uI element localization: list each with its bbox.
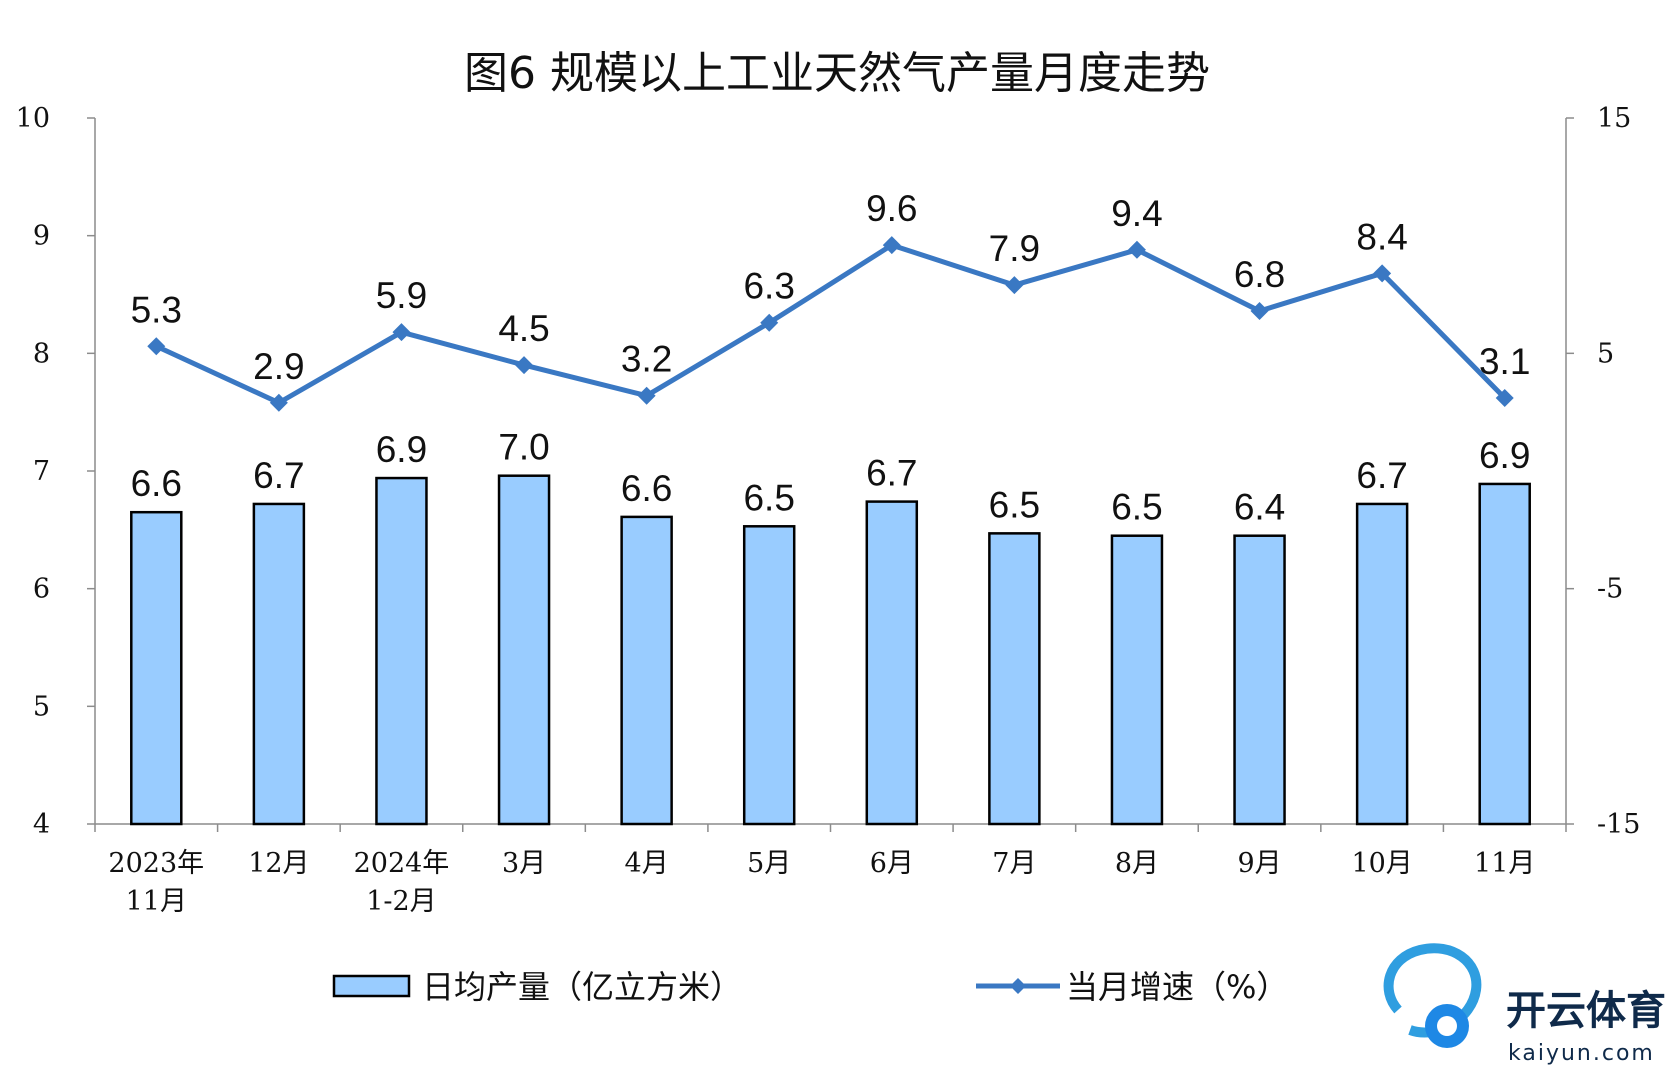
growth-value-label: 9.4 bbox=[1111, 193, 1162, 234]
bar-value-label: 7.0 bbox=[498, 427, 549, 468]
bar-value-label: 6.7 bbox=[1356, 455, 1407, 496]
growth-value-label: 5.9 bbox=[376, 275, 427, 316]
x-tick-label: 6月 bbox=[870, 848, 914, 879]
bar bbox=[252, 502, 306, 826]
x-tick-label: 1-2月 bbox=[366, 886, 436, 917]
bar-value-label: 6.6 bbox=[621, 468, 672, 509]
bar-value-label: 6.4 bbox=[1234, 487, 1285, 528]
bar bbox=[1355, 502, 1409, 826]
x-tick-label: 12月 bbox=[248, 848, 309, 879]
bar bbox=[1110, 534, 1164, 826]
bar bbox=[865, 500, 919, 826]
x-tick-label: 10月 bbox=[1351, 848, 1412, 879]
line-layer bbox=[147, 236, 1514, 412]
growth-point bbox=[147, 337, 166, 356]
axes-layer: 4 5 6 7 8 9 10 -15 -5 5 15 2023年 11月 12月 2024年 1-2月 3月 4月… bbox=[16, 103, 1641, 917]
growth-value-label: 6.8 bbox=[1234, 254, 1285, 295]
growth-point bbox=[392, 323, 411, 342]
growth-value-label: 6.3 bbox=[743, 266, 794, 307]
chart-title: 图6 规模以上工业天然气产量月度走势 bbox=[464, 48, 1210, 99]
watermark: 开云体育 kaiyun.com bbox=[1383, 943, 1666, 1066]
x-tick-label: 7月 bbox=[992, 848, 1036, 879]
legend: 日均产量（亿立方米） 当月增速（%） bbox=[332, 968, 1288, 1006]
growth-value-label: 3.2 bbox=[621, 339, 672, 380]
x-tick-label: 5月 bbox=[747, 848, 791, 879]
bar-value-label: 6.7 bbox=[866, 453, 917, 494]
left-tick-label: 5 bbox=[33, 691, 50, 722]
growth-point bbox=[1127, 240, 1146, 259]
growth-point bbox=[1005, 276, 1024, 295]
bar-value-label: 6.6 bbox=[131, 463, 182, 504]
growth-point bbox=[637, 386, 656, 405]
watermark-site: kaiyun.com bbox=[1508, 1041, 1655, 1066]
right-tick-label: -5 bbox=[1597, 574, 1623, 605]
left-tick-label: 6 bbox=[33, 574, 50, 605]
growth-value-label: 4.5 bbox=[498, 308, 549, 349]
bars-layer bbox=[130, 474, 1531, 826]
bar bbox=[130, 510, 183, 826]
watermark-logo-icon bbox=[1383, 943, 1482, 1048]
bar bbox=[497, 474, 551, 826]
right-tick-label: 15 bbox=[1597, 103, 1631, 134]
bar-value-label: 6.5 bbox=[989, 484, 1040, 525]
growth-value-label: 8.4 bbox=[1356, 216, 1407, 257]
growth-point bbox=[1250, 301, 1269, 320]
x-tick-label: 11月 bbox=[1474, 848, 1535, 879]
growth-point bbox=[882, 236, 901, 255]
legend-line-marker bbox=[1010, 978, 1026, 994]
x-tick-label: 8月 bbox=[1115, 848, 1159, 879]
legend-line-label: 当月增速（%） bbox=[1066, 968, 1288, 1006]
x-tick-label: 2023年 bbox=[108, 848, 204, 879]
growth-point bbox=[269, 393, 288, 412]
left-tick-label: 10 bbox=[16, 103, 50, 134]
right-tick-label: 5 bbox=[1597, 338, 1614, 369]
x-tick-label: 2024年 bbox=[354, 848, 450, 879]
growth-value-label: 7.9 bbox=[989, 228, 1040, 269]
labels-layer: 6.6 6.7 6.9 7.0 6.6 6.5 6.7 6.5 6.5 6.4 6.7 6.9 5.3 2… bbox=[131, 188, 1531, 528]
x-tick-label: 11月 bbox=[126, 886, 187, 917]
growth-value-label: 9.6 bbox=[866, 188, 917, 229]
bar bbox=[742, 525, 796, 826]
growth-point bbox=[515, 356, 534, 375]
bar-value-label: 6.9 bbox=[376, 429, 427, 470]
growth-point bbox=[760, 313, 779, 332]
bar bbox=[988, 532, 1041, 826]
growth-line bbox=[155, 242, 1507, 406]
left-tick-label: 9 bbox=[33, 221, 50, 252]
bar bbox=[620, 515, 673, 826]
bar-value-label: 6.5 bbox=[1111, 487, 1162, 528]
growth-value-label: 2.9 bbox=[253, 346, 304, 387]
right-tick-label: -15 bbox=[1597, 809, 1640, 840]
x-tick-label: 3月 bbox=[502, 848, 546, 879]
left-tick-label: 8 bbox=[33, 338, 50, 369]
x-tick-label: 4月 bbox=[625, 848, 669, 879]
left-tick-label: 4 bbox=[33, 809, 50, 840]
bar bbox=[1478, 482, 1531, 826]
left-tick-label: 7 bbox=[33, 456, 50, 487]
bar-value-label: 6.5 bbox=[743, 477, 794, 518]
bar-value-label: 6.9 bbox=[1479, 435, 1530, 476]
watermark-brand: 开云体育 bbox=[1506, 988, 1666, 1034]
bar-value-label: 6.7 bbox=[253, 455, 304, 496]
growth-value-label: 5.3 bbox=[131, 289, 182, 330]
bar bbox=[1233, 534, 1286, 826]
legend-bar-label: 日均产量（亿立方米） bbox=[422, 968, 742, 1006]
x-tick-label: 9月 bbox=[1237, 848, 1281, 879]
bar bbox=[375, 476, 428, 826]
growth-point bbox=[1373, 264, 1392, 283]
growth-value-label: 3.1 bbox=[1479, 341, 1530, 382]
growth-point bbox=[1495, 389, 1514, 408]
legend-bar-swatch bbox=[332, 974, 411, 998]
